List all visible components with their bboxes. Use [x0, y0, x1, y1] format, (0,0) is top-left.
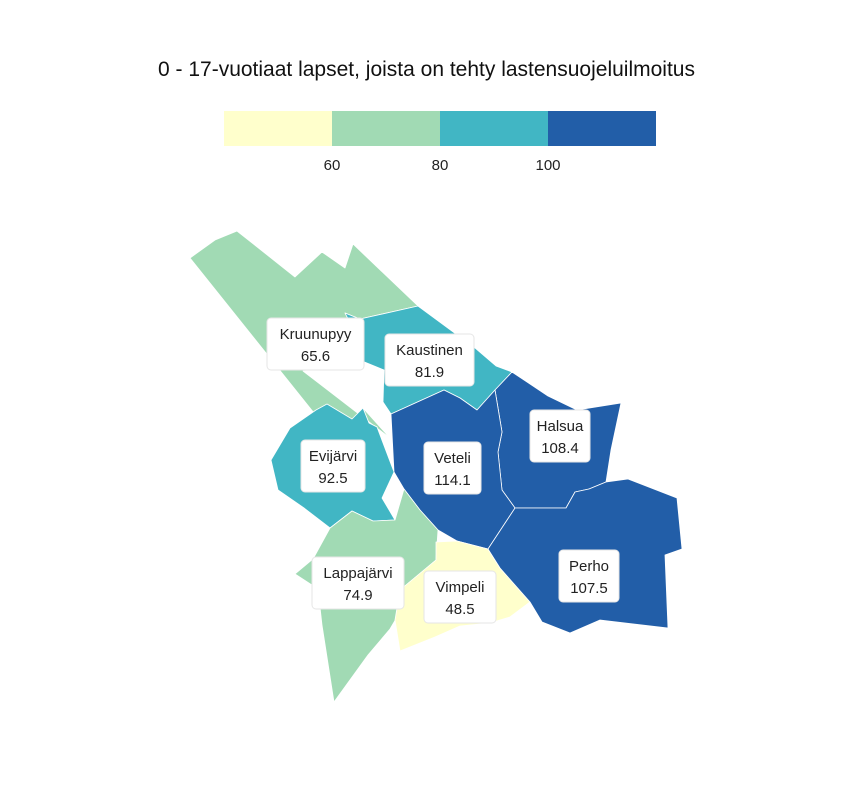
region-label-kaustinen: Kaustinen 81.9: [384, 333, 475, 387]
region-name-label: Vimpeli: [436, 579, 485, 596]
region-value-label: 81.9: [415, 364, 444, 381]
region-label-kruunupyy: Kruunupyy 65.6: [266, 317, 365, 371]
region-name-label: Perho: [569, 558, 609, 575]
region-value-label: 114.1: [434, 472, 470, 489]
label-box: [423, 570, 497, 624]
region-value-label: 48.5: [445, 601, 474, 618]
region-label-veteli: Veteli 114.1: [423, 441, 482, 495]
region-name-label: Halsua: [537, 418, 584, 435]
map-labels: Kruunupyy 65.6 Kaustinen 81.9 Halsua 108.4 Evi…: [266, 317, 620, 624]
legend-swatch: [224, 111, 332, 146]
region-label-perho: Perho 107.5: [558, 549, 620, 603]
region-name-label: Veteli: [434, 450, 471, 467]
legend-tick-label: 80: [432, 157, 449, 174]
region-label-halsua: Halsua 108.4: [529, 409, 591, 463]
label-box: [384, 333, 475, 387]
label-box: [266, 317, 365, 371]
region-value-label: 65.6: [301, 348, 330, 365]
color-legend: 60 80 100: [224, 111, 656, 174]
label-box: [300, 439, 366, 493]
region-name-label: Evijärvi: [309, 448, 357, 465]
legend-tick-label: 60: [324, 157, 341, 174]
legend-tick-label: 100: [535, 157, 560, 174]
label-box: [311, 556, 405, 610]
region-value-label: 107.5: [570, 580, 608, 597]
legend-swatch: [548, 111, 656, 146]
legend-swatch: [332, 111, 440, 146]
region-label-lappajarvi: Lappajärvi 74.9: [311, 556, 405, 610]
label-box: [558, 549, 620, 603]
region-name-label: Kaustinen: [396, 342, 463, 359]
label-box: [423, 441, 482, 495]
region-label-vimpeli: Vimpeli 48.5: [423, 570, 497, 624]
label-box: [529, 409, 591, 463]
map-title: 0 - 17-vuotiaat lapset, joista on tehty …: [158, 58, 695, 81]
region-value-label: 74.9: [343, 587, 372, 604]
region-value-label: 108.4: [541, 440, 579, 457]
region-name-label: Kruunupyy: [280, 326, 352, 343]
legend-swatch: [440, 111, 548, 146]
region-name-label: Lappajärvi: [323, 565, 392, 582]
region-label-evijarvi: Evijärvi 92.5: [300, 439, 366, 493]
region-value-label: 92.5: [318, 470, 347, 487]
